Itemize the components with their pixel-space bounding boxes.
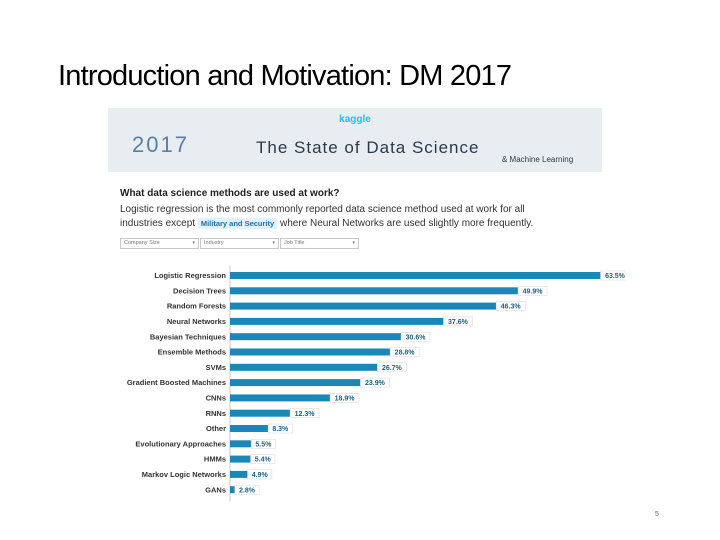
industry-select[interactable]: Industry ▾ — [200, 238, 279, 249]
chevron-down-icon: ▾ — [352, 240, 355, 246]
data-bar[interactable] — [230, 333, 416, 341]
banner-subtitle: & Machine Learning — [502, 155, 574, 164]
value-label: 63.5% — [605, 273, 626, 280]
description-line-1: Logistic regression is the most commonly… — [120, 204, 525, 215]
value-label: 2.8% — [239, 487, 256, 494]
survey-question: What data science methods are used at wo… — [120, 188, 340, 199]
category-label: Ensemble Methods — [158, 348, 226, 357]
chevron-down-icon: ▾ — [192, 240, 195, 246]
value-label: 8.3% — [272, 426, 289, 433]
category-label: HMMs — [204, 455, 226, 464]
data-bar[interactable] — [230, 455, 263, 463]
data-bar[interactable] — [230, 440, 264, 448]
category-label: Gradient Boosted Machines — [127, 378, 226, 387]
slide-title: Introduction and Motivation: DM 2017 — [58, 60, 512, 92]
value-label: 30.6% — [406, 334, 427, 341]
data-bar[interactable] — [230, 409, 305, 417]
data-bar[interactable] — [230, 348, 405, 356]
value-label-box — [289, 408, 320, 418]
kaggle-logo: kaggle — [339, 114, 371, 125]
category-label: Bayesian Techniques — [150, 332, 226, 341]
company-size-select[interactable]: Company Size ▾ — [120, 238, 199, 249]
value-label: 12.3% — [295, 411, 316, 418]
job-title-select[interactable]: Job Title ▾ — [280, 238, 359, 249]
category-label: Random Forests — [167, 302, 226, 311]
value-label: 5.5% — [255, 441, 272, 448]
category-label: SVMs — [206, 363, 226, 372]
value-label: 37.6% — [448, 319, 469, 326]
kaggle-banner: kaggle 2017 The State of Data Science & … — [108, 108, 602, 172]
data-bar[interactable] — [230, 363, 392, 371]
category-label: Neural Networks — [167, 317, 226, 326]
category-label: Other — [206, 424, 226, 433]
company-size-select-label: Company Size — [124, 240, 160, 246]
value-label: 18.9% — [335, 396, 356, 403]
description-prefix: industries except — [120, 218, 196, 229]
survey-description: Logistic regression is the most commonly… — [120, 203, 600, 231]
description-suffix: where Neural Networks are used slightly … — [279, 218, 534, 229]
category-label: Markov Logic Networks — [142, 470, 226, 479]
value-label: 46.3% — [501, 304, 522, 311]
value-label: 4.9% — [252, 472, 269, 479]
value-label-box — [443, 316, 473, 327]
data-bar[interactable] — [230, 470, 260, 478]
value-label-box — [267, 423, 293, 434]
category-label: Evolutionary Approaches — [135, 439, 226, 448]
value-label-box — [517, 286, 548, 296]
value-label-box — [377, 362, 407, 373]
banner-year: 2017 — [132, 132, 189, 157]
data-bar[interactable] — [230, 317, 458, 325]
industry-select-label: Industry — [204, 240, 224, 246]
value-label-box — [250, 454, 276, 464]
category-label: GANs — [205, 485, 226, 494]
category-label: RNNs — [206, 409, 226, 418]
data-bar[interactable] — [230, 302, 511, 310]
chevron-down-icon: ▾ — [272, 240, 275, 246]
category-label: Decision Trees — [173, 286, 226, 295]
data-bar[interactable] — [230, 394, 345, 402]
data-bar[interactable] — [230, 272, 615, 279]
page-number: 5 — [655, 511, 659, 518]
data-bar[interactable] — [230, 287, 533, 295]
methods-bar-chart: Logistic Regression 63.5% Decision Trees 49… — [127, 266, 626, 502]
value-label-box — [247, 469, 273, 480]
value-label: 26.7% — [382, 365, 403, 372]
value-label-box — [600, 270, 626, 281]
value-label-box — [389, 347, 420, 357]
value-label-box — [250, 439, 276, 449]
value-label: 23.9% — [365, 380, 386, 387]
value-label-box — [234, 484, 260, 495]
value-label-box — [495, 301, 526, 311]
value-label-box — [360, 377, 390, 388]
data-bar[interactable] — [230, 379, 375, 387]
description-line-2: industries except Military and Security … — [120, 217, 600, 231]
job-title-select-label: Job Title — [284, 240, 305, 246]
value-label-box — [400, 331, 431, 342]
banner-title: The State of Data Science — [256, 138, 480, 157]
value-label: 49.9% — [523, 288, 544, 295]
data-bar[interactable] — [230, 425, 281, 432]
value-label: 5.4% — [255, 457, 272, 464]
value-label: 28.8% — [395, 350, 416, 357]
category-label: CNNs — [206, 394, 226, 403]
value-label-box — [329, 393, 360, 403]
industry-chip[interactable]: Military and Security — [197, 218, 278, 229]
category-label: Logistic Regression — [154, 271, 226, 280]
